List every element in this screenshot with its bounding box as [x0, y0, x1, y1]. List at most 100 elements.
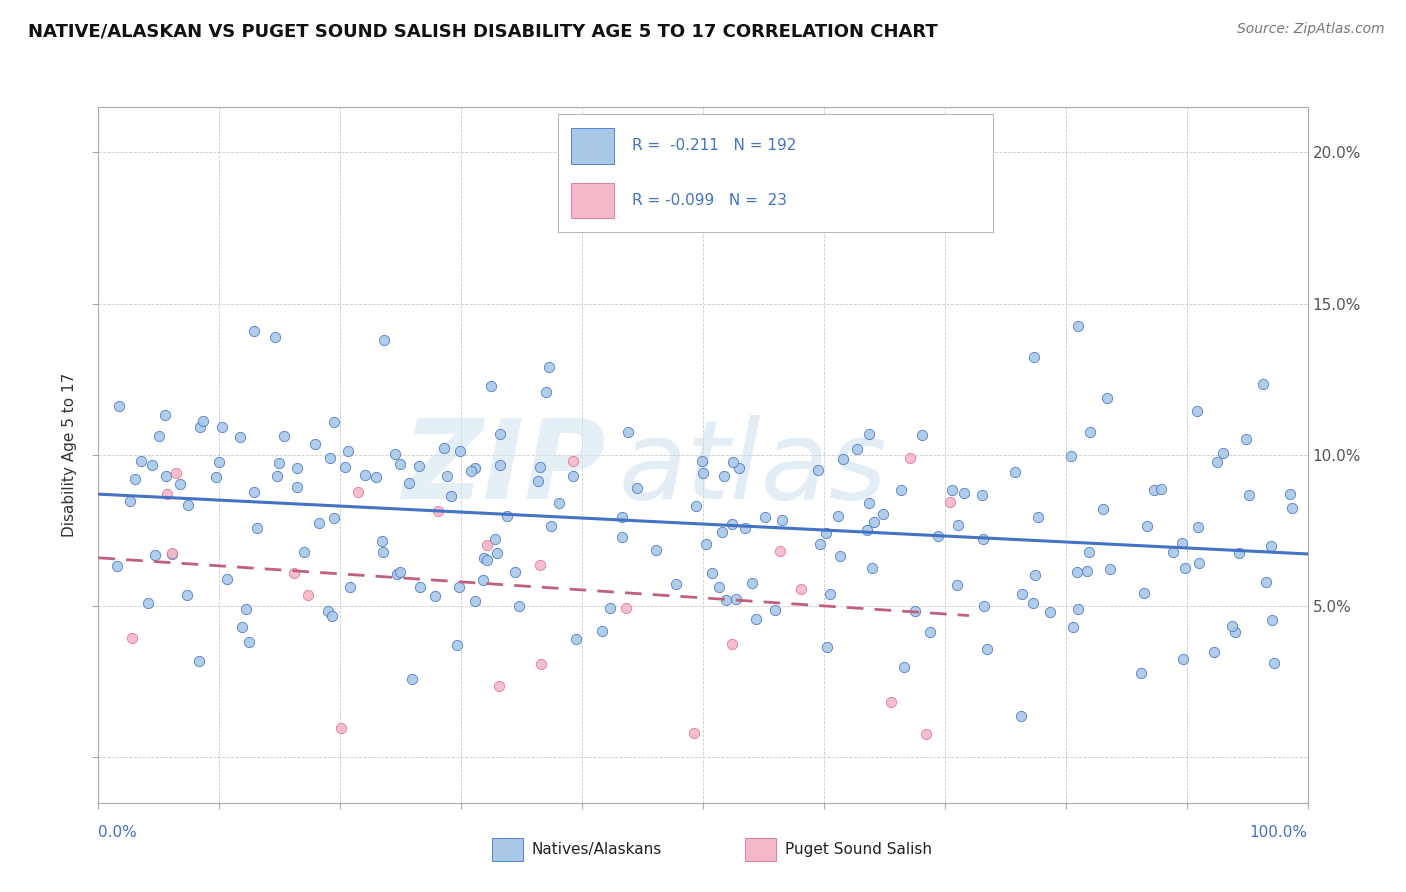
Point	[665, 577, 688, 591]
Point	[425, 589, 447, 603]
Point	[976, 641, 998, 656]
Text: Natives/Alaskans: Natives/Alaskans	[531, 842, 662, 856]
Point	[316, 604, 339, 618]
Point	[292, 544, 315, 558]
Point	[1077, 545, 1099, 559]
Point	[1263, 657, 1285, 671]
Point	[714, 593, 737, 607]
Point	[616, 425, 638, 439]
Point	[815, 526, 838, 541]
Point	[242, 325, 264, 339]
Point	[1066, 565, 1088, 579]
Point	[322, 415, 344, 429]
Point	[484, 532, 506, 546]
Point	[308, 516, 330, 530]
Point	[1260, 539, 1282, 553]
Point	[243, 485, 266, 500]
Point	[741, 576, 763, 591]
Point	[304, 436, 326, 450]
Point	[599, 601, 621, 615]
Point	[1220, 619, 1243, 633]
Point	[1281, 500, 1303, 515]
Point	[330, 721, 353, 735]
Point	[1010, 708, 1032, 723]
Point	[1076, 564, 1098, 578]
Point	[1062, 620, 1084, 634]
Point	[530, 657, 553, 672]
Point	[1212, 446, 1234, 460]
Point	[389, 457, 412, 471]
Point	[1260, 613, 1282, 627]
Point	[373, 333, 395, 347]
Point	[143, 549, 166, 563]
Point	[770, 513, 793, 527]
Point	[690, 454, 713, 468]
Point	[695, 537, 717, 551]
Point	[721, 455, 744, 469]
Point	[893, 660, 915, 674]
Point	[685, 499, 707, 513]
Point	[264, 330, 287, 344]
Point	[155, 469, 177, 483]
Point	[366, 470, 388, 484]
Point	[1132, 586, 1154, 600]
Point	[353, 468, 375, 483]
Point	[953, 485, 976, 500]
Point	[862, 516, 884, 530]
Point	[347, 484, 370, 499]
Point	[910, 427, 932, 442]
Point	[529, 558, 551, 572]
Point	[941, 483, 963, 497]
Point	[124, 472, 146, 486]
Point	[408, 458, 430, 473]
Point	[1187, 520, 1209, 534]
Point	[211, 419, 233, 434]
Point	[1095, 391, 1118, 405]
Point	[231, 620, 253, 634]
Point	[1024, 567, 1046, 582]
Text: 0.0%: 0.0%	[98, 825, 138, 840]
Text: Source: ZipAtlas.com: Source: ZipAtlas.com	[1237, 22, 1385, 37]
Point	[475, 538, 498, 552]
Point	[1078, 425, 1101, 439]
Point	[108, 399, 131, 413]
Point	[333, 460, 356, 475]
Point	[939, 495, 962, 509]
Point	[177, 498, 200, 512]
Point	[141, 458, 163, 472]
Point	[709, 580, 731, 594]
Point	[176, 588, 198, 602]
Point	[486, 546, 509, 560]
Point	[246, 520, 269, 534]
Point	[1004, 465, 1026, 479]
Point	[1170, 536, 1192, 550]
Point	[285, 479, 308, 493]
Point	[591, 624, 613, 638]
Point	[1011, 587, 1033, 601]
Point	[972, 532, 994, 546]
Point	[858, 427, 880, 442]
Point	[503, 565, 526, 579]
Point	[1173, 652, 1195, 666]
Point	[858, 496, 880, 510]
Point	[973, 599, 995, 614]
Point	[945, 578, 967, 592]
Point	[471, 573, 494, 587]
Point	[446, 638, 468, 652]
Point	[188, 654, 211, 668]
Point	[191, 414, 214, 428]
Point	[269, 456, 291, 470]
Point	[426, 504, 449, 518]
Point	[1060, 450, 1083, 464]
Point	[162, 546, 184, 560]
Point	[207, 455, 229, 469]
Point	[322, 511, 344, 525]
Point	[880, 695, 903, 709]
Point	[745, 612, 768, 626]
Point	[156, 486, 179, 500]
Text: atlas: atlas	[619, 416, 887, 523]
Point	[565, 632, 588, 647]
Point	[160, 547, 183, 561]
Point	[120, 494, 142, 508]
Point	[1256, 575, 1278, 590]
